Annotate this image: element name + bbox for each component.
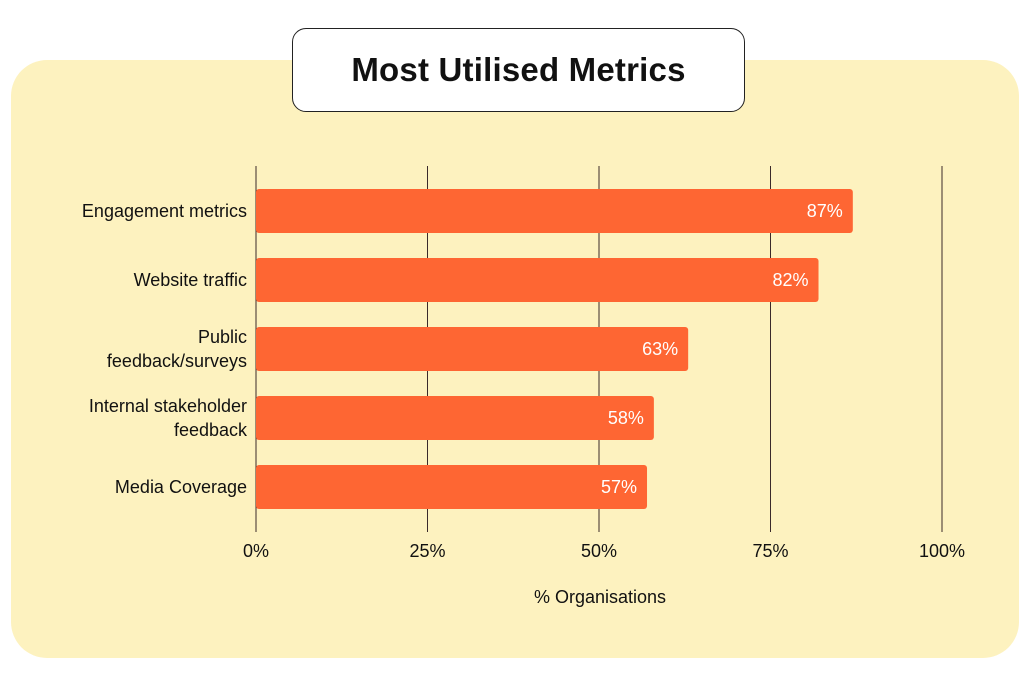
bar xyxy=(256,189,853,233)
value-label: 58% xyxy=(608,408,644,428)
bar xyxy=(256,465,648,509)
value-label: 57% xyxy=(601,477,637,497)
category-label: Engagement metrics xyxy=(82,201,247,221)
chart-title: Most Utilised Metrics xyxy=(351,51,686,88)
x-tick-label: 100% xyxy=(919,541,965,561)
value-label: 87% xyxy=(807,201,843,221)
bar xyxy=(256,327,689,371)
x-tick-label: 75% xyxy=(752,541,788,561)
x-tick-label: 50% xyxy=(581,541,617,561)
category-label: Internal stakeholder feedback xyxy=(89,396,248,440)
category-label: Website traffic xyxy=(134,270,247,290)
x-tick-label: 25% xyxy=(409,541,445,561)
value-label: 82% xyxy=(772,270,808,290)
x-tick-label: 0% xyxy=(243,541,269,561)
value-label: 63% xyxy=(642,339,678,359)
category-label: Media Coverage xyxy=(115,477,247,497)
bar xyxy=(256,258,819,302)
x-axis-title: % Organisations xyxy=(534,587,666,607)
category-labels: Engagement metrics Website traffic Public f… xyxy=(82,201,248,497)
bars: 87% 82% 63% 58% 57% xyxy=(256,189,853,509)
tick-labels: 0% 25% 50% 75% 100% xyxy=(243,541,965,561)
category-label: Public feedback/surveys xyxy=(107,327,247,371)
bar xyxy=(256,396,654,440)
chart-title-box: Most Utilised Metrics xyxy=(292,28,745,112)
